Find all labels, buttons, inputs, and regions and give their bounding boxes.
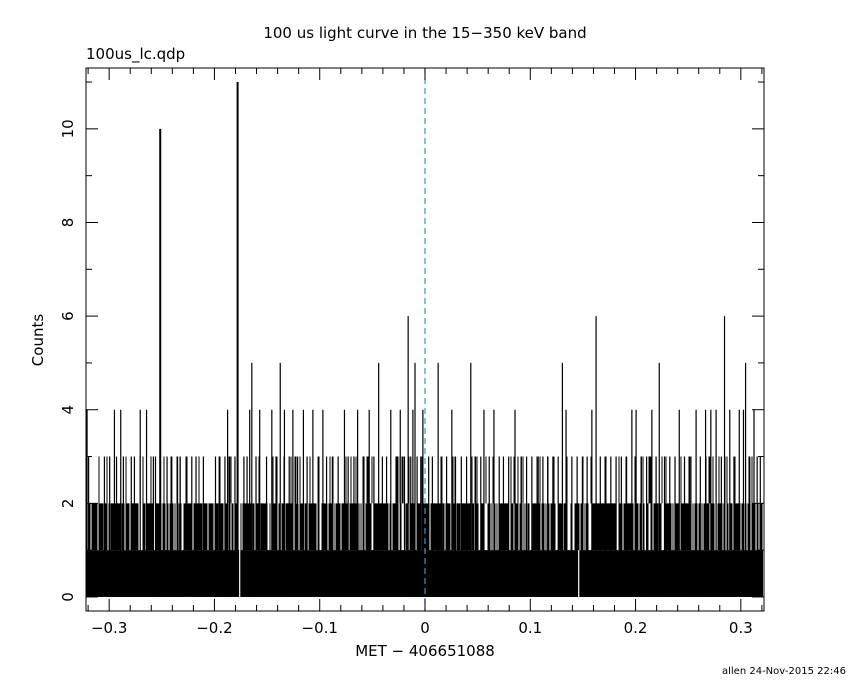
plot-frame — [85, 67, 765, 612]
axis-ticks — [86, 68, 764, 611]
x-tick-label: −0.3 — [91, 619, 127, 637]
y-tick-label: 4 — [59, 405, 77, 415]
chart-title: 100 us light curve in the 15−350 keV ban… — [263, 24, 586, 42]
x-tick-label: 0 — [420, 619, 430, 637]
x-tick-label: −0.1 — [302, 619, 338, 637]
x-axis-label: MET − 406651088 — [355, 642, 495, 660]
y-tick-label: 2 — [59, 499, 77, 509]
y-tick-label: 10 — [59, 119, 77, 138]
x-tick-label: 0.3 — [729, 619, 753, 637]
x-tick-label: −0.2 — [196, 619, 232, 637]
plot-area — [86, 68, 763, 611]
footer-credit: allen 24-Nov-2015 22:46 — [722, 666, 846, 677]
y-tick-label: 0 — [59, 592, 77, 602]
y-axis-label: Counts — [29, 314, 47, 367]
y-tick-label: 6 — [59, 311, 77, 321]
x-tick-label: 0.1 — [518, 619, 542, 637]
chart-subtitle: 100us_lc.qdp — [86, 45, 185, 64]
y-tick-label: 8 — [59, 218, 77, 228]
x-tick-label: 0.2 — [624, 619, 648, 637]
x-tick-labels: −0.3 −0.2 −0.1 0 0.1 0.2 0.3 — [91, 619, 753, 637]
y-tick-labels: 0 2 4 6 8 10 — [59, 119, 77, 601]
